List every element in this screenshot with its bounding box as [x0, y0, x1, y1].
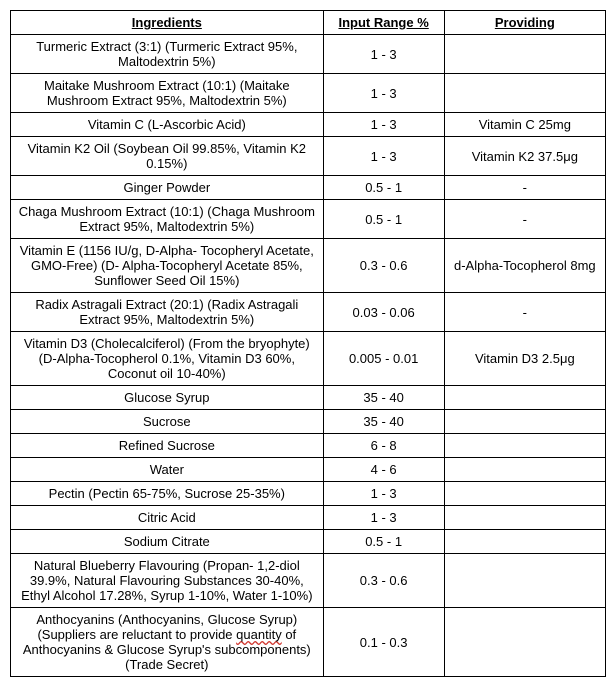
cell-providing: Vitamin K2 37.5μg	[444, 137, 605, 176]
header-ingredients: Ingredients	[11, 11, 324, 35]
cell-range: 0.03 - 0.06	[323, 293, 444, 332]
cell-ingredient: Natural Blueberry Flavouring (Propan- 1,…	[11, 554, 324, 608]
cell-range: 1 - 3	[323, 74, 444, 113]
cell-providing	[444, 482, 605, 506]
cell-providing: d-Alpha-Tocopherol 8mg	[444, 239, 605, 293]
table-row: Natural Blueberry Flavouring (Propan- 1,…	[11, 554, 606, 608]
cell-ingredient: Vitamin D3 (Cholecalciferol) (From the b…	[11, 332, 324, 386]
cell-ingredient: Radix Astragali Extract (20:1) (Radix As…	[11, 293, 324, 332]
cell-ingredient: Vitamin E (1156 IU/g, D-Alpha- Tocophery…	[11, 239, 324, 293]
cell-range: 4 - 6	[323, 458, 444, 482]
cell-providing: Vitamin C 25mg	[444, 113, 605, 137]
cell-providing	[444, 410, 605, 434]
table-row: Maitake Mushroom Extract (10:1) (Maitake…	[11, 74, 606, 113]
table-row: Chaga Mushroom Extract (10:1) (Chaga Mus…	[11, 200, 606, 239]
table-row: Ginger Powder0.5 - 1-	[11, 176, 606, 200]
table-row: Vitamin C (L-Ascorbic Acid)1 - 3Vitamin …	[11, 113, 606, 137]
cell-providing	[444, 530, 605, 554]
cell-range: 1 - 3	[323, 506, 444, 530]
cell-range: 1 - 3	[323, 482, 444, 506]
table-row: Pectin (Pectin 65-75%, Sucrose 25-35%)1 …	[11, 482, 606, 506]
cell-range: 6 - 8	[323, 434, 444, 458]
cell-providing	[444, 554, 605, 608]
cell-ingredient: Citric Acid	[11, 506, 324, 530]
table-row: Turmeric Extract (3:1) (Turmeric Extract…	[11, 35, 606, 74]
cell-range: 0.005 - 0.01	[323, 332, 444, 386]
cell-ingredient: Sodium Citrate	[11, 530, 324, 554]
cell-ingredient: Chaga Mushroom Extract (10:1) (Chaga Mus…	[11, 200, 324, 239]
cell-ingredient: Ginger Powder	[11, 176, 324, 200]
cell-providing	[444, 74, 605, 113]
cell-ingredient: Vitamin K2 Oil (Soybean Oil 99.85%, Vita…	[11, 137, 324, 176]
cell-ingredient: Maitake Mushroom Extract (10:1) (Maitake…	[11, 74, 324, 113]
cell-range: 0.3 - 0.6	[323, 554, 444, 608]
cell-ingredient: Anthocyanins (Anthocyanins, Glucose Syru…	[11, 608, 324, 677]
cell-providing: Vitamin D3 2.5μg	[444, 332, 605, 386]
cell-range: 0.3 - 0.6	[323, 239, 444, 293]
cell-range: 1 - 3	[323, 35, 444, 74]
cell-ingredient: Turmeric Extract (3:1) (Turmeric Extract…	[11, 35, 324, 74]
table-row: Glucose Syrup35 - 40	[11, 386, 606, 410]
cell-providing	[444, 35, 605, 74]
table-row: Sucrose35 - 40	[11, 410, 606, 434]
cell-providing	[444, 506, 605, 530]
cell-providing: -	[444, 293, 605, 332]
table-row: Radix Astragali Extract (20:1) (Radix As…	[11, 293, 606, 332]
cell-providing	[444, 608, 605, 677]
table-row: Water4 - 6	[11, 458, 606, 482]
table-row: Sodium Citrate0.5 - 1	[11, 530, 606, 554]
cell-ingredient: Refined Sucrose	[11, 434, 324, 458]
cell-ingredient: Sucrose	[11, 410, 324, 434]
cell-range: 0.5 - 1	[323, 530, 444, 554]
cell-range: 35 - 40	[323, 386, 444, 410]
cell-ingredient: Glucose Syrup	[11, 386, 324, 410]
cell-range: 0.1 - 0.3	[323, 608, 444, 677]
table-row: Anthocyanins (Anthocyanins, Glucose Syru…	[11, 608, 606, 677]
cell-range: 1 - 3	[323, 137, 444, 176]
cell-providing	[444, 386, 605, 410]
table-header-row: Ingredients Input Range % Providing	[11, 11, 606, 35]
cell-ingredient: Water	[11, 458, 324, 482]
table-body: Turmeric Extract (3:1) (Turmeric Extract…	[11, 35, 606, 677]
ingredients-table: Ingredients Input Range % Providing Turm…	[10, 10, 606, 677]
cell-providing	[444, 458, 605, 482]
cell-providing: -	[444, 200, 605, 239]
header-providing: Providing	[444, 11, 605, 35]
table-row: Vitamin E (1156 IU/g, D-Alpha- Tocophery…	[11, 239, 606, 293]
table-row: Refined Sucrose6 - 8	[11, 434, 606, 458]
cell-range: 1 - 3	[323, 113, 444, 137]
cell-providing: -	[444, 176, 605, 200]
table-row: Citric Acid1 - 3	[11, 506, 606, 530]
table-row: Vitamin D3 (Cholecalciferol) (From the b…	[11, 332, 606, 386]
cell-ingredient: Pectin (Pectin 65-75%, Sucrose 25-35%)	[11, 482, 324, 506]
cell-range: 0.5 - 1	[323, 176, 444, 200]
cell-range: 0.5 - 1	[323, 200, 444, 239]
cell-ingredient: Vitamin C (L-Ascorbic Acid)	[11, 113, 324, 137]
table-row: Vitamin K2 Oil (Soybean Oil 99.85%, Vita…	[11, 137, 606, 176]
cell-providing	[444, 434, 605, 458]
header-input-range: Input Range %	[323, 11, 444, 35]
cell-range: 35 - 40	[323, 410, 444, 434]
